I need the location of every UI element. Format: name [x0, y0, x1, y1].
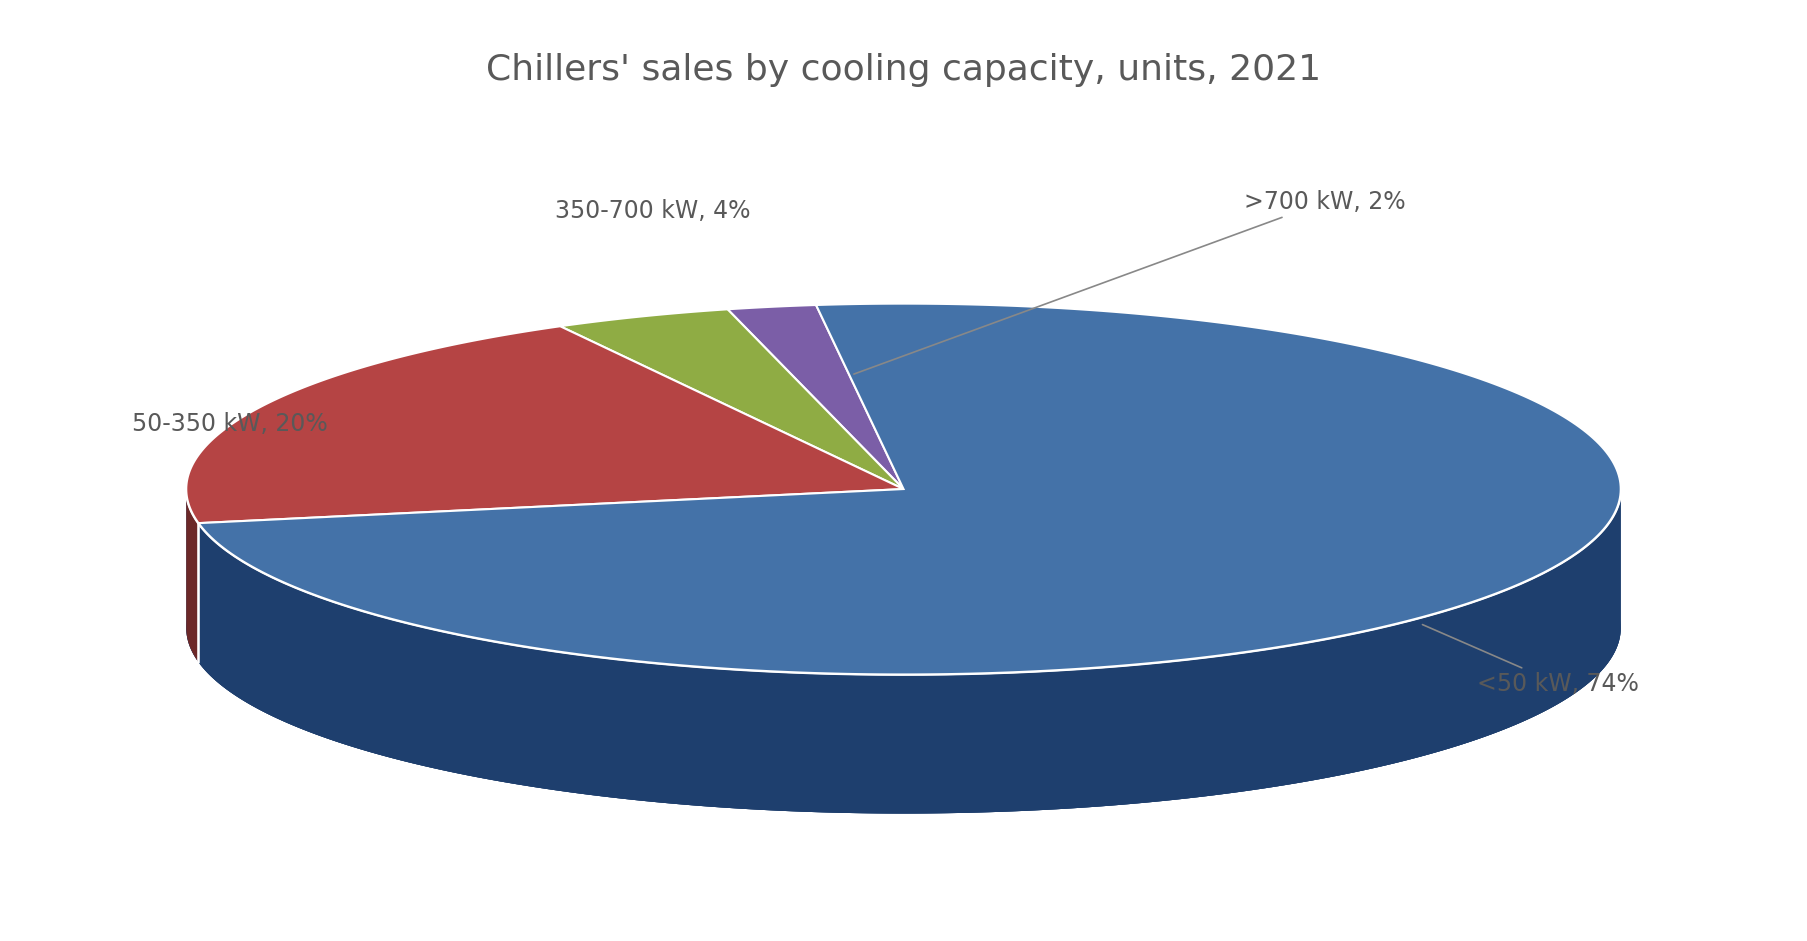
Polygon shape [199, 489, 1621, 814]
Text: 350-700 kW, 4%: 350-700 kW, 4% [555, 199, 750, 223]
Polygon shape [728, 305, 904, 489]
Polygon shape [199, 304, 1621, 675]
Polygon shape [186, 489, 199, 662]
Polygon shape [186, 489, 1621, 814]
Polygon shape [186, 327, 904, 523]
Text: >700 kW, 2%: >700 kW, 2% [855, 190, 1406, 375]
Text: 50-350 kW, 20%: 50-350 kW, 20% [132, 412, 329, 436]
Polygon shape [560, 310, 904, 489]
Text: <50 kW, 74%: <50 kW, 74% [1422, 625, 1639, 695]
Text: Chillers' sales by cooling capacity, units, 2021: Chillers' sales by cooling capacity, uni… [486, 54, 1321, 88]
Polygon shape [186, 442, 1621, 814]
